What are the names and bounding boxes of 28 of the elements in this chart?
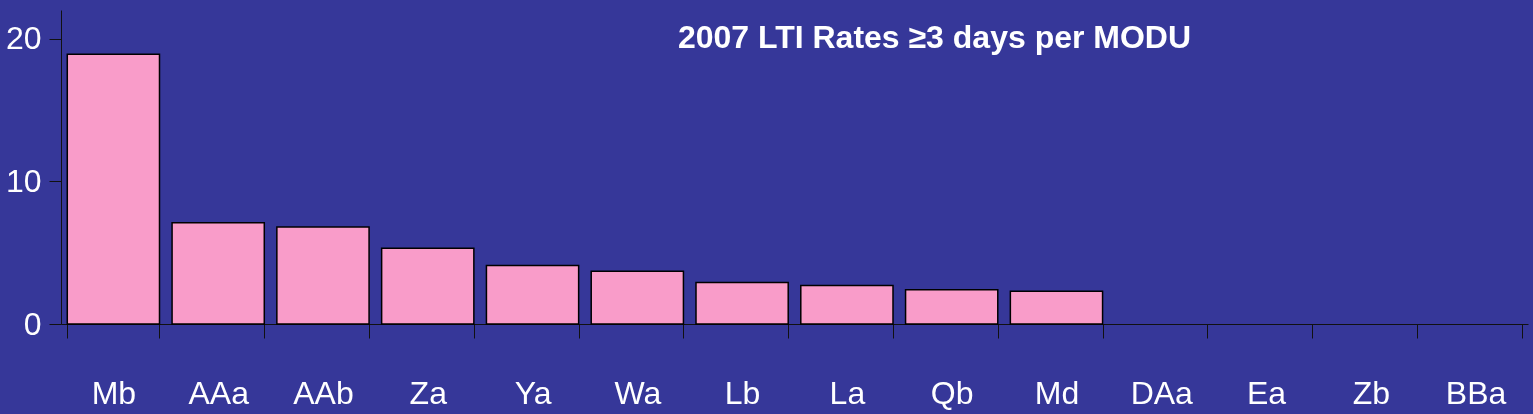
- x-tick-label: Ya: [514, 374, 552, 411]
- bar: [1009, 290, 1104, 325]
- x-tick-label: Qb: [930, 374, 974, 411]
- y-tick-label: 10: [5, 162, 42, 199]
- bar: [171, 221, 266, 325]
- x-tick-label: Mb: [91, 374, 137, 411]
- x-tick-label: DAa: [1130, 374, 1194, 411]
- chart-title: 2007 LTI Rates ≥3 days per MODU: [677, 19, 1192, 55]
- x-tick-label: Za: [409, 374, 448, 411]
- x-tick-label: Md: [1034, 374, 1080, 411]
- x-tick-label: AAb: [293, 374, 354, 411]
- x-tick-label: La: [829, 374, 866, 411]
- x-tick-label: BBa: [1445, 374, 1507, 411]
- y-tick-label: 0: [23, 305, 42, 342]
- x-tick-label: Zb: [1352, 374, 1390, 411]
- bar: [904, 289, 999, 325]
- x-tick-label: AAa: [188, 374, 250, 411]
- bar: [590, 270, 685, 325]
- x-tick-label: Wa: [614, 374, 662, 411]
- x-tick-label: Lb: [724, 374, 761, 411]
- bar: [485, 264, 580, 325]
- bar: [380, 247, 475, 325]
- bar: [695, 281, 789, 325]
- bar: [276, 226, 370, 325]
- x-tick-label: Ea: [1246, 374, 1287, 411]
- bar: [66, 53, 161, 325]
- bar: [800, 284, 894, 325]
- y-tick-label: 20: [5, 20, 42, 57]
